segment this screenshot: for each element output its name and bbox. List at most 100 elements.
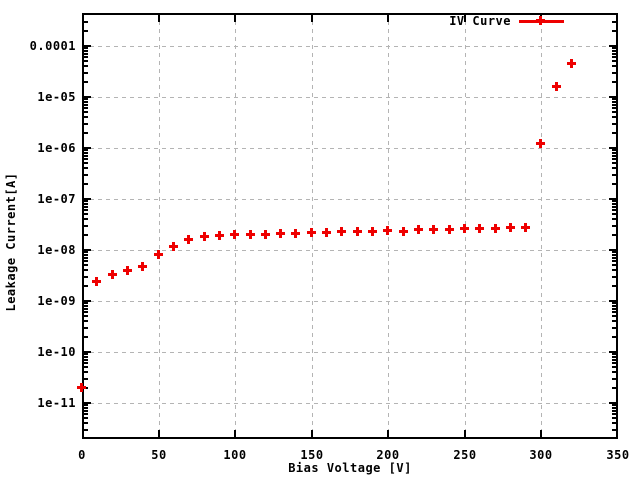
y-major-tick (84, 96, 91, 98)
data-point (138, 261, 148, 271)
y-minor-tick (84, 158, 88, 160)
data-point (521, 223, 531, 232)
y-minor-tick (612, 327, 616, 329)
legend-plus-marker-icon (536, 15, 545, 25)
y-minor-tick (612, 234, 616, 236)
y-minor-tick (612, 362, 616, 364)
y-major-tick (609, 249, 616, 251)
y-minor-tick (612, 111, 616, 113)
y-minor-tick (84, 359, 88, 361)
y-minor-tick (612, 305, 616, 307)
data-point (459, 223, 469, 233)
x-tick-label: 250 (453, 448, 477, 462)
h-gridline (82, 352, 618, 353)
data-point (536, 139, 546, 148)
data-point (505, 223, 515, 232)
x-tick-label: 300 (529, 448, 553, 462)
y-minor-tick (612, 203, 616, 205)
y-minor-tick (84, 53, 88, 55)
y-minor-tick (612, 206, 616, 208)
y-minor-tick (84, 101, 88, 103)
data-point (306, 227, 316, 237)
data-point (230, 229, 240, 239)
plot-frame (82, 13, 618, 439)
y-minor-tick (84, 305, 88, 307)
y-minor-tick (84, 302, 88, 304)
y-minor-tick (612, 101, 616, 103)
y-minor-tick (84, 417, 88, 419)
y-minor-tick (84, 407, 88, 409)
y-major-tick (84, 45, 91, 47)
x-major-tick (311, 430, 313, 437)
y-minor-tick (84, 429, 88, 431)
y-minor-tick (84, 116, 88, 118)
y-minor-tick (612, 264, 616, 266)
x-major-tick (464, 15, 466, 22)
data-point (551, 81, 561, 91)
y-minor-tick (612, 320, 616, 322)
y-minor-tick (612, 315, 616, 317)
y-minor-tick (84, 21, 88, 23)
y-minor-tick (612, 366, 616, 368)
y-minor-tick (84, 81, 88, 83)
y-minor-tick (84, 225, 88, 227)
y-minor-tick (84, 200, 88, 202)
y-minor-tick (612, 21, 616, 23)
data-point (276, 228, 286, 238)
y-major-tick (609, 402, 616, 404)
y-major-tick (609, 198, 616, 200)
v-gridline (159, 13, 160, 439)
y-minor-tick (612, 387, 616, 389)
y-major-tick (609, 300, 616, 302)
y-minor-tick (84, 308, 88, 310)
y-minor-tick (612, 50, 616, 52)
y-minor-tick (84, 123, 88, 125)
y-minor-tick (612, 218, 616, 220)
y-minor-tick (612, 98, 616, 100)
y-minor-tick (84, 183, 88, 185)
y-tick-label: 1e-06 (37, 141, 76, 155)
y-major-tick (609, 96, 616, 98)
y-minor-tick (84, 353, 88, 355)
y-minor-tick (612, 353, 616, 355)
y-major-tick (84, 147, 91, 149)
y-minor-tick (84, 260, 88, 262)
data-point (122, 266, 132, 276)
y-minor-tick (84, 152, 88, 154)
x-major-tick (387, 15, 389, 22)
y-minor-tick (612, 356, 616, 358)
y-minor-tick (84, 254, 88, 256)
y-minor-tick (612, 413, 616, 415)
y-major-tick (84, 198, 91, 200)
y-minor-tick (84, 387, 88, 389)
y-minor-tick (612, 410, 616, 412)
y-minor-tick (612, 213, 616, 215)
y-minor-tick (612, 47, 616, 49)
x-major-tick (234, 430, 236, 437)
data-point (322, 227, 331, 237)
y-minor-tick (612, 167, 616, 169)
y-minor-tick (84, 276, 88, 278)
y-minor-tick (84, 269, 88, 271)
y-minor-tick (612, 225, 616, 227)
y-minor-tick (84, 285, 88, 287)
y-minor-tick (84, 167, 88, 169)
data-point (92, 276, 102, 286)
y-major-tick (609, 351, 616, 353)
y-minor-tick (612, 209, 616, 211)
y-minor-tick (84, 257, 88, 259)
x-major-tick (464, 430, 466, 437)
y-tick-label: 1e-10 (37, 345, 76, 359)
y-minor-tick (84, 132, 88, 134)
data-point (153, 249, 163, 259)
data-point (291, 228, 301, 238)
y-minor-tick (84, 203, 88, 205)
y-major-tick (609, 147, 616, 149)
v-gridline (541, 13, 542, 439)
y-minor-tick (612, 104, 616, 106)
y-minor-tick (84, 336, 88, 338)
y-minor-tick (612, 152, 616, 154)
y-minor-tick (612, 371, 616, 373)
y-minor-tick (612, 174, 616, 176)
